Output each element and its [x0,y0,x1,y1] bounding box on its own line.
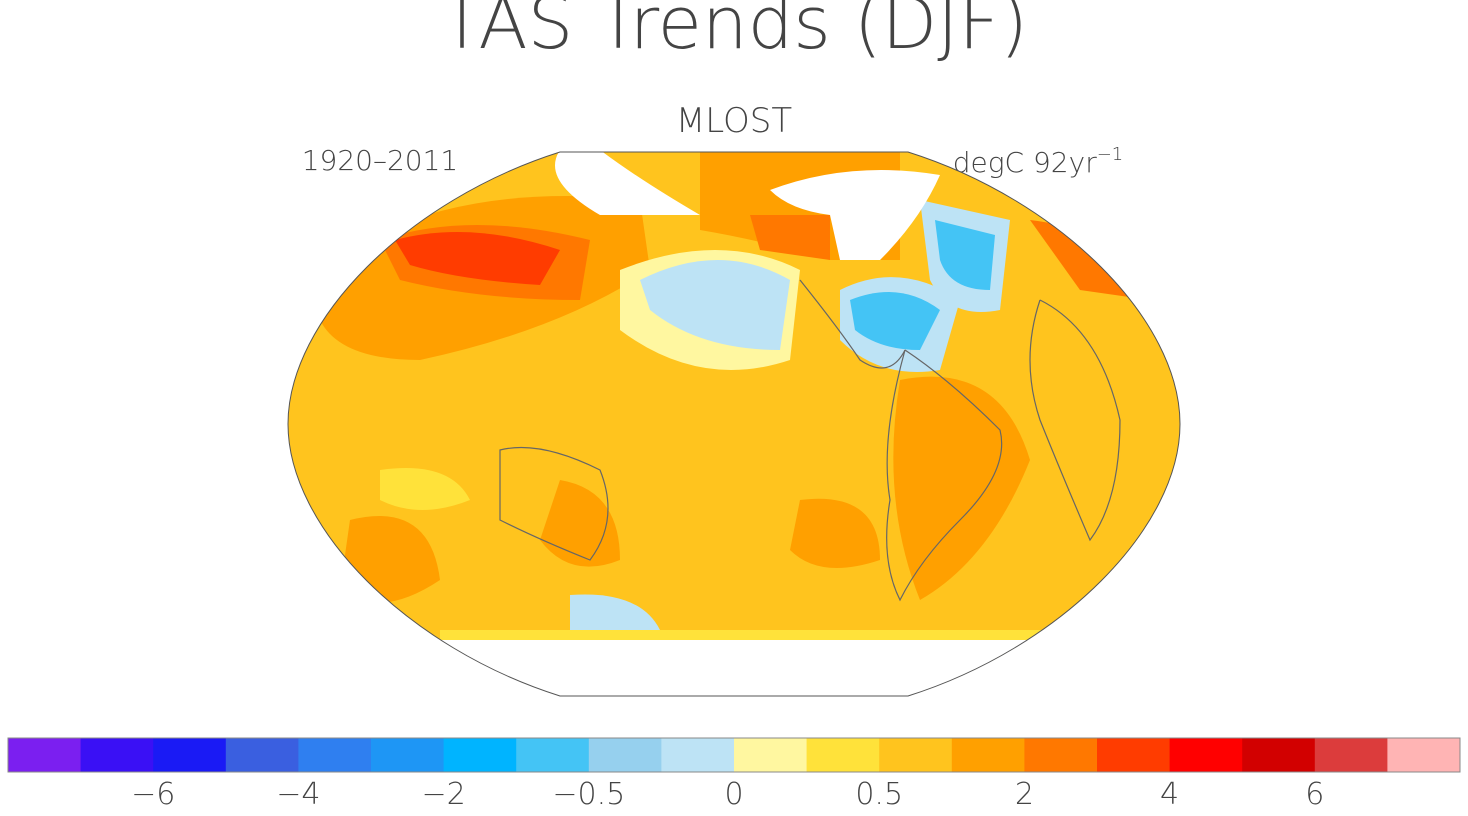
colorbar-tick-label: −0.5 [552,777,625,811]
coastlines [499,279,1121,602]
units-superscript: −1 [1097,144,1124,165]
map-border [287,151,1181,697]
colorbar-swatch [516,738,590,772]
colorbar: −6 −4 −2 −0.5 0 0.5 2 4 6 [7,737,1461,812]
colorbar-swatch [1314,738,1388,772]
colorbar-frame [7,737,1461,773]
colorbar-swatch [879,738,953,772]
colorbar-tick-label: 0.5 [855,777,903,811]
colorbar-swatch [1387,738,1461,772]
colorbar-swatch [661,738,735,772]
units-label: degC 92yr−1 [953,144,1124,179]
colorbar-tick-label: 0 [724,777,743,811]
colorbar-swatch [1097,738,1171,772]
subtitle: MLOST [676,101,792,141]
trend-field [288,152,1180,696]
colorbar-swatch [80,738,154,772]
colorbar-tick-label: 6 [1305,777,1324,811]
colorbar-swatch [153,738,227,772]
colorbar-tick-label: 2 [1015,777,1034,811]
colorbar-swatch [443,738,517,772]
colorbar-tick-label: −2 [421,777,465,811]
colorbar-swatch [951,738,1025,772]
colorbar-tick-label: −6 [131,777,175,811]
colorbar-swatch [371,738,445,772]
colorbar-swatch [225,738,299,772]
colorbar-swatch [8,738,82,772]
colorbar-swatch [806,738,880,772]
colorbar-tick-label: −4 [276,777,320,811]
colorbar-swatch [588,738,662,772]
colorbar-swatch [1024,738,1098,772]
colorbar-tick-label: 4 [1160,777,1179,811]
colorbar-swatch [734,738,808,772]
units-text: degC 92yr [953,146,1097,179]
title: TAS Trends (DJF) [440,0,1028,65]
colorbar-swatch [1169,738,1243,772]
colorbar-swatch [1242,738,1316,772]
colorbar-swatch [298,738,372,772]
period-label: 1920–2011 [302,144,459,177]
